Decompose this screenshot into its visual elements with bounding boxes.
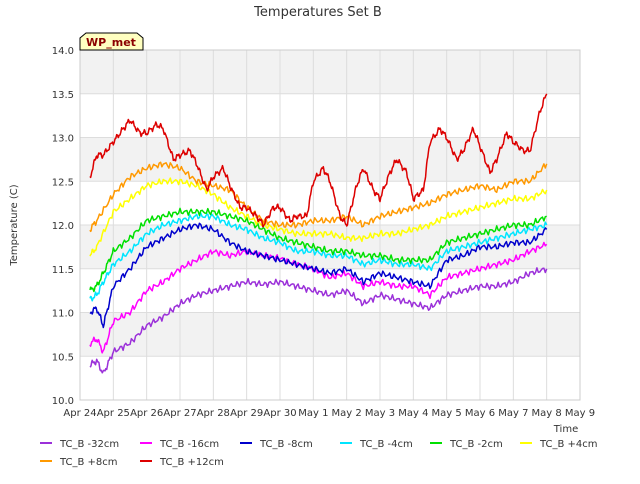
y-axis-ticks: 10.0 10.5 11.0 11.5 12.0 12.5 13.0 13.5 14.0: [52, 46, 74, 407]
series-line-TCBminus8cm: [89, 222, 548, 329]
legend-label: TC_B -16cm: [159, 439, 219, 450]
background-band: [80, 225, 580, 269]
y-tick-label: 12.0: [52, 221, 74, 232]
x-axis-label: Time: [553, 424, 578, 435]
legend-label: TC_B +8cm: [59, 457, 118, 468]
y-axis-label: Temperature (C): [9, 184, 20, 266]
legend-label: TC_B -8cm: [259, 439, 313, 450]
y-tick-label: 13.5: [52, 90, 74, 101]
wp-met-annotation: WP_met: [79, 32, 144, 51]
x-tick-label: May 6: [465, 408, 495, 419]
x-tick-label: Apr 27: [163, 408, 196, 419]
legend: TC_B -32cm TC_B -16cm TC_B -8cm TC_B -4cm TC…: [40, 439, 598, 468]
x-tick-label: Apr 24: [63, 408, 96, 419]
x-tick-label: May 2: [332, 408, 362, 419]
x-tick-label: May 9: [565, 408, 595, 419]
annotation-label: WP_met: [86, 36, 136, 49]
x-tick-label: Apr 29: [230, 408, 263, 419]
x-tick-label: May 3: [365, 408, 395, 419]
y-tick-label: 10.0: [52, 396, 74, 407]
x-tick-label: Apr 26: [130, 408, 163, 419]
chart-title: Temperatures Set B: [253, 5, 382, 20]
plot-area: [79, 49, 581, 401]
y-tick-label: 13.0: [52, 134, 74, 145]
series-line-TCBplus8cm: [89, 161, 548, 233]
y-tick-label: 11.5: [52, 265, 74, 276]
background-band: [80, 50, 580, 94]
plot-background-bands: [80, 50, 580, 357]
legend-label: TC_B +12cm: [159, 457, 224, 468]
x-tick-label: May 4: [398, 408, 428, 419]
series-line-TCBminus32cm: [89, 267, 548, 374]
background-band: [80, 137, 580, 182]
legend-label: TC_B -32cm: [59, 439, 119, 450]
x-tick-label: Apr 25: [97, 408, 130, 419]
series-line-TCBplus12cm: [89, 93, 548, 228]
x-tick-label: Apr 30: [263, 408, 296, 419]
y-tick-label: 11.0: [52, 309, 74, 320]
legend-label: TC_B -2cm: [449, 439, 503, 450]
series-lines: [89, 93, 548, 374]
x-tick-label: May 1: [298, 408, 328, 419]
legend-label: TC_B -4cm: [359, 439, 413, 450]
series-line-TCBminus2cm: [89, 207, 547, 293]
x-tick-label: May 7: [498, 408, 528, 419]
x-axis-ticks: Apr 24 Apr 25 Apr 26 Apr 27 Apr 28 Apr 29 Apr …: [63, 408, 595, 419]
x-tick-label: May 5: [432, 408, 462, 419]
background-band: [80, 312, 580, 357]
x-tick-label: May 8: [532, 408, 562, 419]
annotation-box: [79, 32, 144, 51]
series-line-TCBplus4cm: [89, 177, 548, 257]
series-line-TCBminus16cm: [89, 241, 548, 354]
series-line-TCBminus4cm: [89, 212, 548, 302]
x-tick-label: Apr 28: [197, 408, 230, 419]
y-tick-label: 14.0: [52, 46, 74, 57]
y-tick-label: 12.5: [52, 177, 74, 188]
legend-label: TC_B +4cm: [539, 439, 598, 450]
y-tick-label: 10.5: [52, 352, 74, 363]
